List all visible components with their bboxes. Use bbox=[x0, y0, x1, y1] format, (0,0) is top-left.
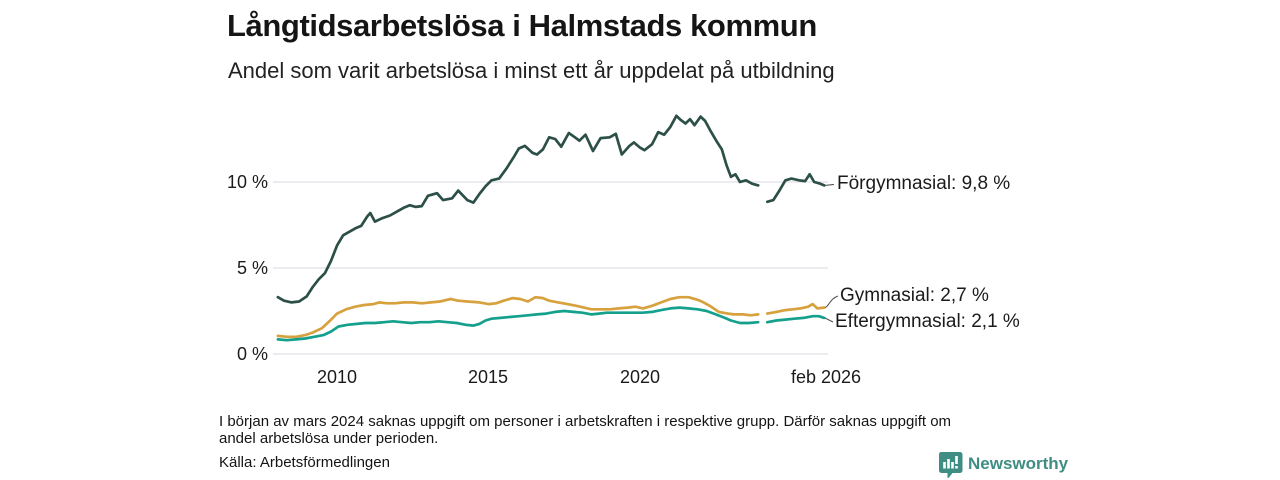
connector-gymnasial bbox=[824, 295, 839, 309]
footnote-line-2: andel arbetslösa under perioden. bbox=[219, 430, 439, 447]
page-subtitle: Andel som varit arbetslösa i minst ett å… bbox=[228, 58, 835, 83]
line-gymnasial-seg2 bbox=[765, 302, 826, 315]
series-label-forgymnasial: Förgymnasial: 9,8 % bbox=[837, 173, 1011, 194]
x-axis-tick-feb-2026: feb 2026 bbox=[790, 367, 862, 387]
line-förgymnasial-seg1 bbox=[276, 114, 760, 304]
connector-forgymnasial bbox=[824, 183, 835, 186]
gridlines bbox=[273, 181, 828, 355]
line-eftergymnasial-seg1 bbox=[276, 306, 760, 342]
footnote-line-1: I början av mars 2024 saknas uppgift om … bbox=[219, 413, 952, 430]
source-text: Källa: Arbetsförmedlingen bbox=[219, 454, 390, 471]
connector-eftergymnasial bbox=[824, 317, 834, 323]
x-axis-tick-2010: 2010 bbox=[316, 367, 358, 387]
series-label-eftergymnasial: Eftergymnasial: 2,1 % bbox=[835, 311, 1020, 332]
footnote: I början av mars 2024 saknas uppgift om … bbox=[219, 413, 951, 447]
x-axis-tick-2015: 2015 bbox=[467, 367, 509, 387]
y-axis-tick-0: 0 % bbox=[236, 344, 268, 364]
line-förgymnasial-seg2 bbox=[765, 172, 826, 204]
x-axis-tick-2020: 2020 bbox=[619, 367, 661, 387]
line-eftergymnasial-seg2 bbox=[765, 314, 826, 324]
y-axis-tick-10: 10 % bbox=[226, 172, 268, 192]
series-label-gymnasial: Gymnasial: 2,7 % bbox=[840, 285, 989, 306]
newsworthy-logo: Newsworthy bbox=[938, 451, 1068, 479]
series-lines bbox=[276, 114, 826, 342]
page-title: Långtidsarbetslösa i Halmstads kommun bbox=[227, 8, 817, 43]
line-gymnasial-seg1 bbox=[276, 295, 760, 339]
newsworthy-bubble-chart-icon bbox=[938, 452, 963, 478]
newsworthy-wordmark: Newsworthy bbox=[968, 454, 1069, 473]
label-connectors bbox=[824, 183, 839, 323]
y-axis-tick-5: 5 % bbox=[236, 258, 268, 278]
